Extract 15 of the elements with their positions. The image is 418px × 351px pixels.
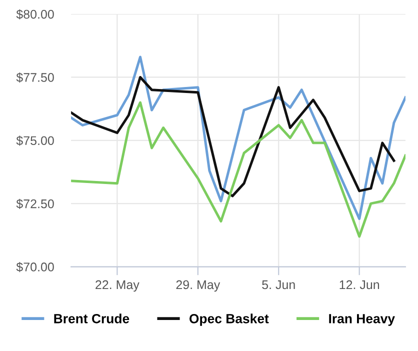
y-tick-label: $75.00 [16,136,54,146]
legend-label: Iran Heavy [329,314,395,326]
x-tick-label: 12. Jun [340,280,380,290]
y-tick-label: $77.50 [16,72,54,83]
legend-label: Brent Crude [54,314,130,324]
line-series [71,56,406,220]
line-series [71,76,396,198]
y-tick-label: $70.00 [16,262,54,272]
x-tick-label: 29. May [176,280,220,292]
x-tick-label: 22. May [96,280,140,292]
line-series [71,101,406,238]
y-tick-label: $72.50 [16,198,54,209]
x-tick-label: 5. Jun [262,280,295,290]
y-tick-label: $80.00 [16,9,54,20]
legend-label: Opec Basket [190,314,269,326]
